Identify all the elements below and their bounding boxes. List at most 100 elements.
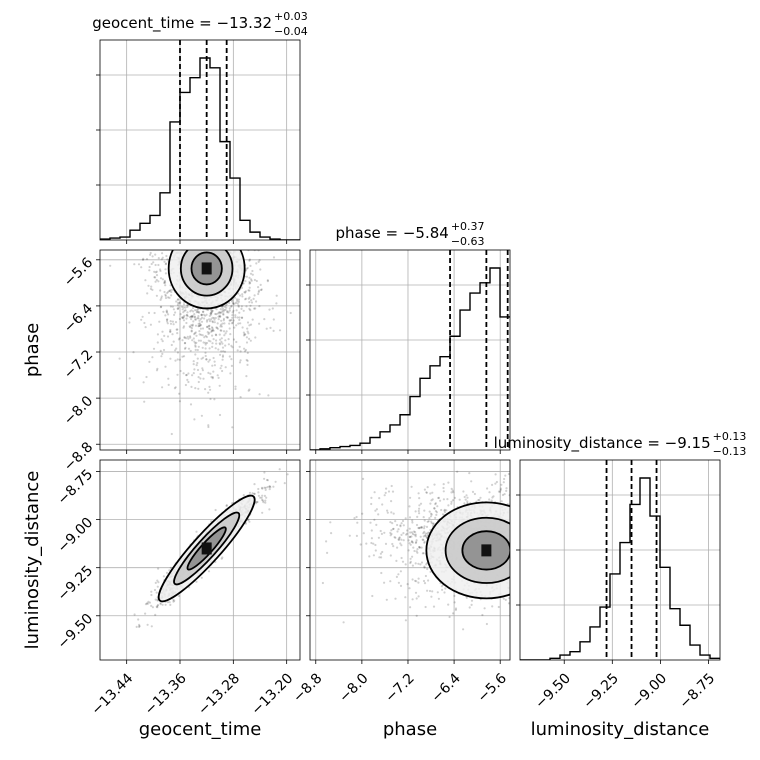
sample-point (411, 541, 414, 544)
sample-point (246, 363, 249, 366)
sample-point (207, 339, 210, 342)
sample-point (377, 513, 380, 516)
sample-point (231, 300, 234, 303)
title-lower-error: −0.63 (451, 235, 485, 248)
sample-point (414, 531, 417, 534)
sample-point (378, 556, 381, 559)
sample-point (224, 304, 227, 307)
sample-point (257, 491, 260, 494)
sample-point (373, 518, 376, 521)
sample-point (263, 471, 266, 474)
sample-point (182, 326, 185, 329)
sample-point (424, 532, 427, 535)
sample-point (423, 509, 426, 512)
sample-point (417, 577, 420, 580)
sample-point (416, 515, 419, 519)
x-tick-label-luminosity_distance: −9.25 (580, 670, 622, 712)
sample-point (164, 281, 167, 284)
sample-point (330, 532, 333, 535)
sample-point (211, 364, 214, 367)
sample-point (245, 358, 248, 362)
sample-point (250, 278, 253, 281)
sample-point (427, 531, 430, 534)
sample-point (206, 319, 209, 322)
sample-point (204, 388, 207, 391)
sample-point (178, 392, 181, 395)
sample-point (201, 367, 204, 370)
sample-point (230, 364, 233, 367)
sample-point (176, 332, 179, 335)
sample-point (150, 262, 153, 266)
sample-point (500, 500, 503, 503)
sample-point (159, 289, 162, 292)
sample-point (259, 496, 262, 499)
sample-point (238, 345, 241, 348)
sample-point (178, 400, 181, 403)
title-value: luminosity_distance = −9.15 (494, 434, 711, 453)
y-tick-label-luminosity_distance: −8.75 (55, 467, 97, 509)
sample-point (418, 526, 421, 529)
sample-point (217, 348, 220, 351)
sample-point (199, 323, 202, 326)
sample-point (465, 494, 468, 497)
sample-point (152, 261, 155, 264)
sample-point (172, 323, 175, 326)
sample-point (409, 496, 412, 499)
sample-point (154, 253, 157, 256)
sample-point (430, 595, 433, 598)
sample-point (430, 513, 433, 516)
sample-point (234, 316, 237, 319)
sample-point (208, 347, 211, 350)
sample-point (189, 316, 192, 319)
sample-point (269, 486, 272, 489)
sample-point (165, 254, 168, 258)
sample-point (207, 391, 210, 394)
sample-point (184, 306, 187, 309)
sample-point (372, 554, 375, 557)
sample-point (191, 314, 194, 317)
sample-point (249, 339, 252, 342)
sample-point (167, 383, 170, 386)
sample-point (212, 328, 215, 332)
sample-point (262, 501, 265, 504)
sample-point (454, 608, 457, 612)
sample-point (155, 591, 158, 594)
sample-point (219, 315, 222, 318)
sample-point (409, 535, 412, 539)
sample-point (149, 253, 152, 256)
sample-point (268, 308, 271, 311)
sample-point (232, 319, 235, 322)
sample-point (415, 614, 418, 617)
sample-point (163, 280, 166, 283)
sample-point (155, 278, 158, 282)
sample-point (434, 510, 437, 513)
sample-point (231, 322, 234, 325)
sample-point (503, 477, 506, 481)
sample-point (418, 497, 421, 500)
sample-point (255, 279, 258, 283)
y-axis-label-phase: phase (22, 323, 43, 377)
sample-point (148, 269, 151, 272)
sample-point (259, 268, 262, 271)
sample-point (189, 310, 192, 313)
sample-point (228, 355, 231, 358)
sample-point (437, 597, 440, 600)
sample-point (182, 316, 185, 319)
sample-point (221, 322, 224, 325)
sample-point (216, 374, 219, 377)
sample-point (263, 494, 266, 497)
sample-point (196, 308, 199, 311)
sample-point (195, 580, 198, 583)
contour-line (444, 516, 510, 584)
sample-point (205, 313, 208, 316)
sample-point (239, 322, 242, 325)
sample-point (164, 272, 167, 275)
sample-point (193, 418, 196, 421)
sample-point (163, 281, 166, 285)
sample-point (148, 601, 151, 604)
sample-point (193, 316, 196, 319)
sample-point (412, 546, 415, 549)
title-phase: phase = −5.84 +0.37 −0.63 (335, 220, 484, 248)
sample-point (414, 579, 417, 582)
sample-point (128, 377, 131, 380)
